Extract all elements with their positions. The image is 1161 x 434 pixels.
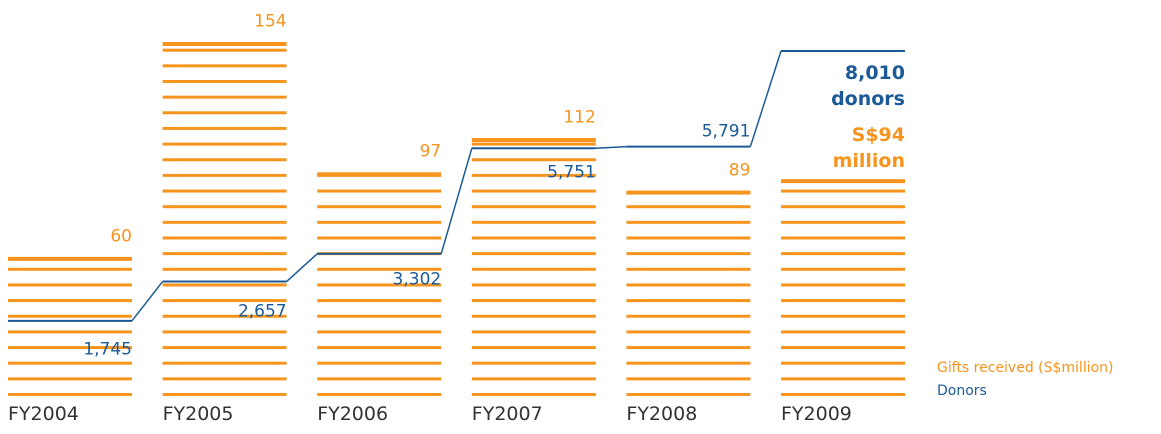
gift-label: 89	[728, 160, 751, 181]
donor-label: 5,751	[547, 162, 596, 183]
bar	[781, 181, 905, 396]
gift-label: S$94 million	[832, 124, 905, 172]
bar	[8, 258, 132, 396]
gift-label: 154	[254, 11, 287, 32]
donor-label: 1,745	[83, 339, 132, 360]
bar	[317, 174, 442, 396]
gift-label: 112	[563, 107, 596, 128]
bar-top	[317, 172, 442, 177]
gift-label: 97	[419, 141, 442, 162]
legend-entry: Gifts received (S$million)	[937, 360, 1114, 376]
donor-connector	[286, 253, 318, 283]
x-tick-label: FY2009	[781, 403, 852, 425]
bar-top	[781, 179, 905, 184]
donor-connector	[595, 145, 627, 150]
x-tick-label: FY2005	[162, 403, 234, 425]
donor-connector	[749, 50, 782, 147]
x-tick-label: FY2004	[8, 403, 79, 425]
donor-label: 8,010 donors	[831, 62, 905, 110]
legend-entry: Donors	[937, 383, 987, 399]
x-tick-label: FY2006	[317, 403, 389, 425]
bar	[626, 192, 751, 396]
bar	[471, 140, 596, 396]
bar-top	[626, 190, 751, 195]
donor-label: 2,657	[237, 301, 287, 322]
bar-top	[8, 256, 132, 261]
donor-label: 3,302	[392, 269, 442, 290]
donor-label: 5,791	[701, 121, 751, 142]
donor-connector	[440, 148, 473, 254]
bar-top	[162, 42, 287, 46]
donor-connector	[131, 281, 164, 322]
bar-top	[471, 138, 596, 142]
x-tick-label: FY2007	[471, 403, 543, 425]
gift-label: 60	[110, 226, 132, 247]
bar	[162, 44, 287, 396]
x-tick-label: FY2008	[626, 403, 698, 425]
